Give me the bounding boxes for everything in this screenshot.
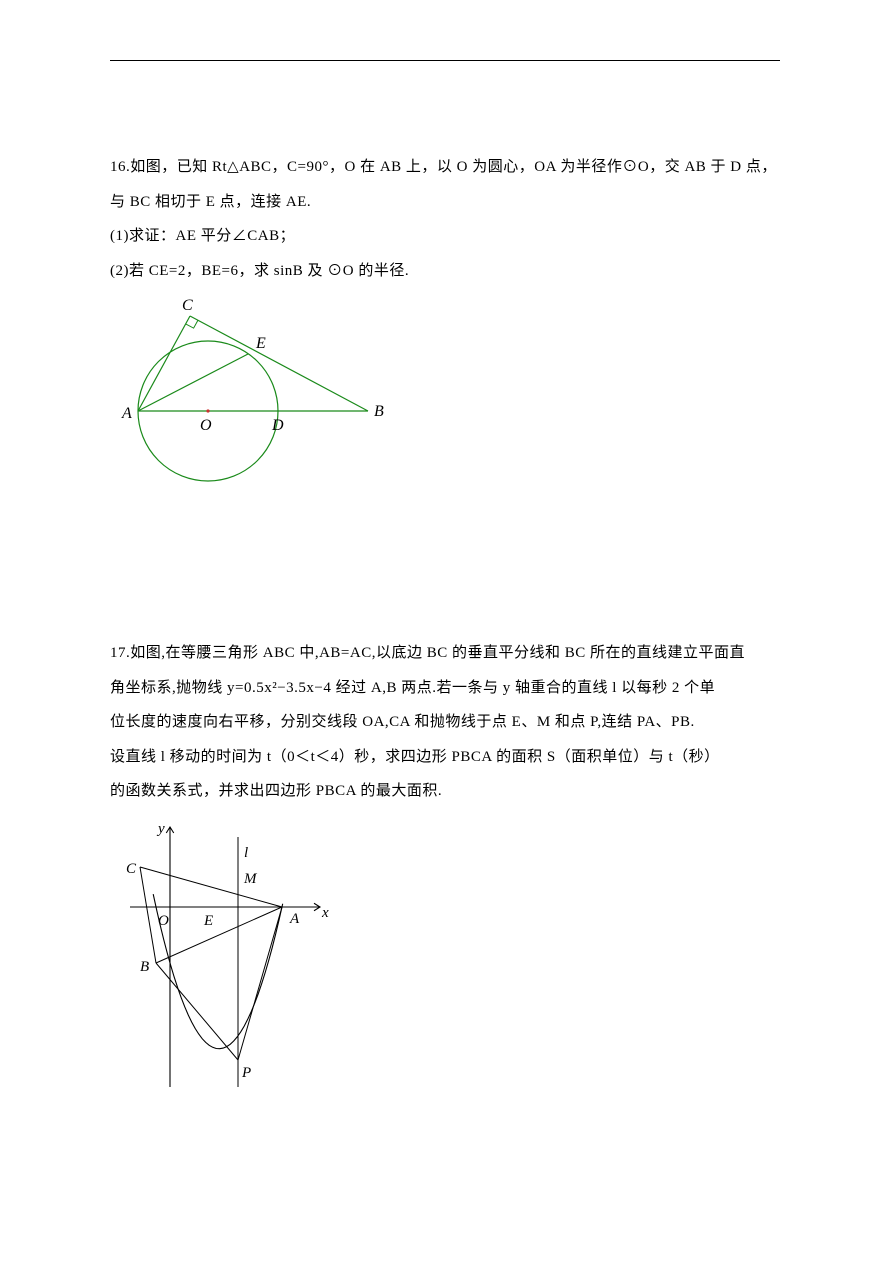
svg-text:C: C	[126, 861, 137, 877]
q16-line1: 16.如图，已知 Rt△ABC，C=90°，O 在 AB 上，以 O 为圆心，O…	[110, 150, 790, 185]
q16-figure: A O D B C E	[110, 296, 790, 496]
q16-svg: A O D B C E	[110, 296, 400, 496]
svg-text:x: x	[321, 905, 329, 921]
svg-text:l: l	[244, 845, 248, 861]
svg-text:y: y	[156, 821, 165, 837]
page-content: 16.如图，已知 Rt△ABC，C=90°，O 在 AB 上，以 O 为圆心，O…	[110, 150, 790, 1127]
q17-line1: 17.如图,在等腰三角形 ABC 中,AB=AC,以底边 BC 的垂直平分线和 …	[110, 636, 790, 671]
q17-line4: 设直线 l 移动的时间为 t（0＜t＜4）秒，求四边形 PBCA 的面积 S（面…	[110, 740, 790, 775]
q17-line3: 位长度的速度向右平移，分别交线段 OA,CA 和抛物线于点 E、M 和点 P,连…	[110, 705, 790, 740]
svg-text:E: E	[203, 913, 213, 929]
q16-line4: (2)若 CE=2，BE=6，求 sinB 及 ⊙O 的半径.	[110, 254, 790, 289]
svg-text:C: C	[182, 297, 193, 314]
q17-block: 17.如图,在等腰三角形 ABC 中,AB=AC,以底边 BC 的垂直平分线和 …	[110, 636, 790, 1097]
svg-text:B: B	[374, 403, 384, 420]
top-rule	[110, 60, 780, 61]
svg-text:D: D	[271, 417, 284, 434]
q17-figure: x y l O C A B M E P	[110, 817, 790, 1097]
svg-text:P: P	[241, 1065, 251, 1081]
svg-text:A: A	[289, 911, 300, 927]
svg-text:A: A	[121, 405, 132, 422]
q17-svg: x y l O C A B M E P	[110, 817, 340, 1097]
svg-text:M: M	[243, 871, 258, 887]
q16-block: 16.如图，已知 Rt△ABC，C=90°，O 在 AB 上，以 O 为圆心，O…	[110, 150, 790, 496]
q17-line5: 的函数关系式，并求出四边形 PBCA 的最大面积.	[110, 774, 790, 809]
q17-line2: 角坐标系,抛物线 y=0.5x²−3.5x−4 经过 A,B 两点.若一条与 y…	[110, 671, 790, 706]
svg-text:E: E	[255, 335, 266, 352]
svg-text:O: O	[158, 913, 169, 929]
q16-line2: 与 BC 相切于 E 点，连接 AE.	[110, 185, 790, 220]
svg-text:B: B	[140, 959, 149, 975]
svg-text:O: O	[200, 417, 212, 434]
q16-line3: (1)求证：AE 平分∠CAB；	[110, 219, 790, 254]
